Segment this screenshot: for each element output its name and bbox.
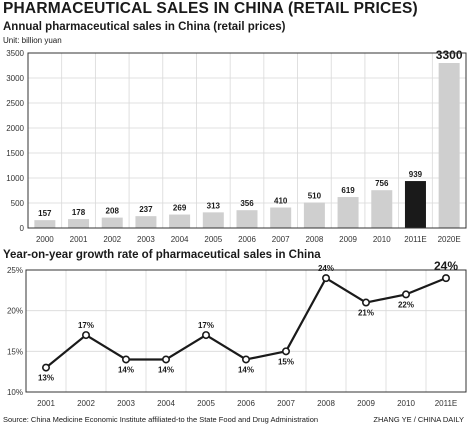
bar-value-label: 356 <box>240 199 254 208</box>
line-x-tick-label: 2011E <box>435 399 458 408</box>
line-x-tick-label: 2006 <box>237 399 255 408</box>
line-chart-title: Year-on-year growth rate of pharmaceutic… <box>3 249 321 261</box>
line-point <box>122 355 131 364</box>
line-point <box>202 331 211 340</box>
line-point <box>162 355 171 364</box>
bar <box>68 219 90 228</box>
line-value-label: 15% <box>278 357 294 366</box>
line-point <box>82 331 91 340</box>
main-title: PHARMACEUTICAL SALES IN CHINA (RETAIL PR… <box>3 0 418 17</box>
bar <box>202 212 224 228</box>
bar <box>371 190 393 228</box>
line-plot-frame <box>25 269 467 393</box>
line-y-tick-label: 25% <box>7 266 23 275</box>
bar-y-tick-label: 0 <box>20 224 25 233</box>
bar-value-label: 410 <box>274 197 288 206</box>
line-point <box>41 363 50 372</box>
line-x-tick-label: 2005 <box>197 399 215 408</box>
bar <box>236 210 258 228</box>
bar-value-label: 178 <box>72 208 86 217</box>
bar <box>135 216 157 228</box>
bar-value-label: 269 <box>173 204 187 213</box>
line-value-label: 24% <box>434 259 458 273</box>
line-y-tick-label: 15% <box>7 347 23 356</box>
bar-y-tick-label: 1000 <box>6 174 24 183</box>
bar-value-label: 237 <box>139 205 153 214</box>
source-note: Source: China Medicine Economic Institut… <box>3 415 319 424</box>
line-point <box>361 298 370 307</box>
bar-chart-unit: Unit: billion yuan <box>3 36 62 45</box>
line-value-label: 17% <box>78 321 94 330</box>
bar-value-label: 510 <box>308 192 322 201</box>
line-value-label: 13% <box>38 374 54 383</box>
credit-note: ZHANG YE / CHINA DAILY <box>373 415 464 424</box>
bar-value-label: 619 <box>341 186 355 195</box>
line-x-tick-label: 2003 <box>117 399 135 408</box>
line-point <box>401 290 410 299</box>
line-y-tick-label: 10% <box>7 388 23 397</box>
bar <box>337 197 359 228</box>
bar-x-tick-label: 2020E <box>438 235 461 244</box>
bar-x-tick-label: 2000 <box>36 235 54 244</box>
bar-x-tick-label: 2007 <box>272 235 290 244</box>
bar-plot-frame <box>27 52 467 229</box>
bar-x-tick-label: 2006 <box>238 235 256 244</box>
bar <box>303 202 325 228</box>
line-value-label: 14% <box>158 365 174 374</box>
bar <box>34 220 56 228</box>
bar-x-tick-label: 2005 <box>204 235 222 244</box>
line-value-label: 14% <box>118 365 134 374</box>
line-x-tick-label: 2004 <box>157 399 175 408</box>
bar-y-tick-label: 3000 <box>6 74 24 83</box>
bar-value-label: 3300 <box>436 48 463 62</box>
bar-value-label: 208 <box>106 207 120 216</box>
bar-x-tick-label: 2003 <box>137 235 155 244</box>
line-point <box>242 355 251 364</box>
line-x-tick-label: 2008 <box>317 399 335 408</box>
bar-y-tick-label: 3500 <box>6 49 24 58</box>
bar-x-tick-label: 2011E <box>404 235 427 244</box>
line-y-tick-label: 20% <box>7 307 23 316</box>
line-point <box>441 274 450 283</box>
bar-chart-title: Annual pharmaceutical sales in China (re… <box>3 21 286 33</box>
bar <box>404 181 426 228</box>
bar-x-tick-label: 2004 <box>171 235 189 244</box>
line-x-tick-label: 2002 <box>77 399 95 408</box>
line-point <box>321 274 330 283</box>
bar-x-tick-label: 2010 <box>373 235 391 244</box>
line-x-tick-label: 2009 <box>357 399 375 408</box>
line-value-label: 21% <box>358 309 374 318</box>
line-x-tick-label: 2001 <box>37 399 55 408</box>
line-value-label: 22% <box>398 300 414 309</box>
bar-value-label: 313 <box>207 201 221 210</box>
bar-y-tick-label: 500 <box>11 199 25 208</box>
bar-value-label: 756 <box>375 179 389 188</box>
line-value-label: 17% <box>198 321 214 330</box>
bar <box>169 214 191 228</box>
line-value-label: 24% <box>318 264 334 273</box>
bar-value-label: 157 <box>38 209 52 218</box>
bar-y-tick-label: 1500 <box>6 149 24 158</box>
bar-x-tick-label: 2009 <box>339 235 357 244</box>
bar-value-label: 939 <box>409 170 423 179</box>
line-value-label: 14% <box>238 365 254 374</box>
line-x-tick-label: 2010 <box>397 399 415 408</box>
bar-x-tick-label: 2002 <box>103 235 121 244</box>
line-x-tick-label: 2007 <box>277 399 295 408</box>
bar-x-tick-label: 2001 <box>70 235 88 244</box>
line-point <box>281 347 290 356</box>
bar-y-tick-label: 2000 <box>6 124 24 133</box>
bar-x-tick-label: 2008 <box>305 235 323 244</box>
bar-y-tick-label: 2500 <box>6 99 24 108</box>
bar <box>101 217 123 228</box>
bar <box>270 207 292 228</box>
bar <box>438 63 460 228</box>
